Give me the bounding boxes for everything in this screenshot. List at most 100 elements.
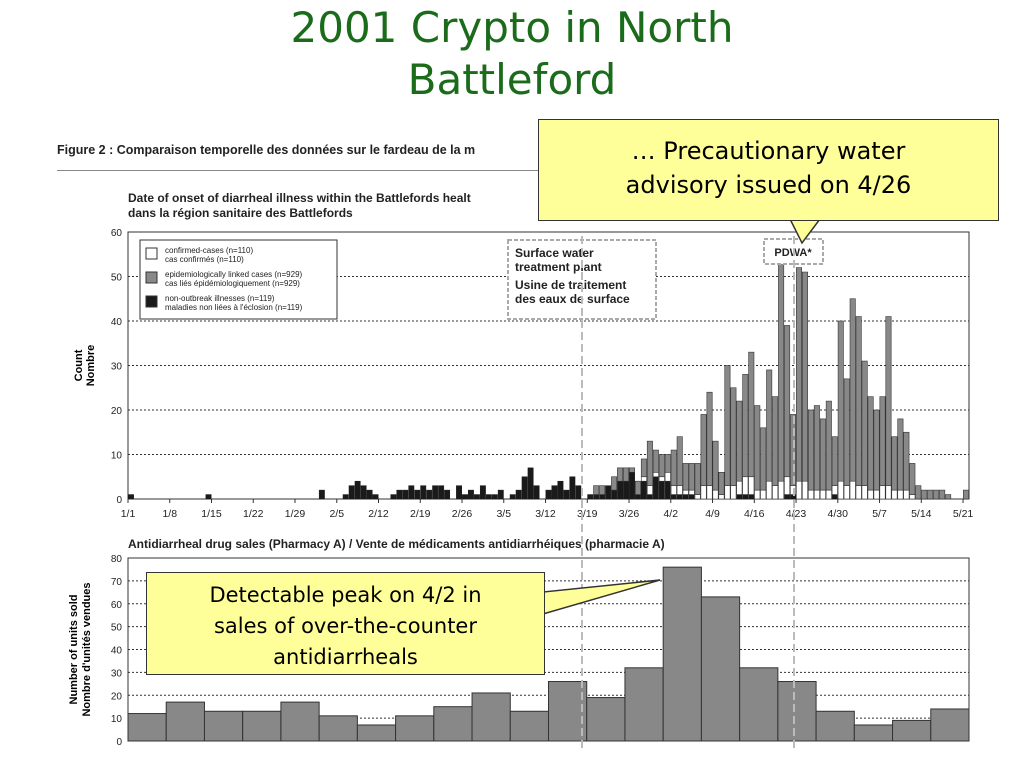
top-x-tick-label: 5/7 [872,508,887,520]
onset-bar-nonoutbreak [444,489,451,500]
slide-title-line2: Battleford [407,55,617,104]
top-y-label-line2: Nombre [85,345,97,387]
onset-bar-linked [915,485,922,500]
onset-bar-nonoutbreak [360,485,367,500]
bottom-y-tick-label: 0 [116,737,122,748]
bottom-y-tick-label: 20 [111,691,123,702]
sales-peak-callout-line3: antidiarrheals [273,645,418,669]
onset-bar-nonoutbreak [491,494,498,500]
top-y-axis-label: Count Nombre [73,345,97,387]
onset-bar-linked [909,463,916,495]
onset-bar-linked [712,440,719,491]
onset-bar-linked [945,494,952,500]
top-x-tick-label: 5/21 [953,508,974,520]
bottom-callout-pointer [542,579,661,615]
onset-bar-linked [927,489,934,500]
onset-bar-linked [736,400,743,482]
surface-water-text: des eaux de surface [515,292,630,306]
top-x-tick-label: 2/19 [410,508,431,520]
onset-bar-nonoutbreak [485,494,492,500]
onset-bar-linked [640,458,647,478]
onset-bar-nonoutbreak [497,489,504,500]
onset-bar-nonoutbreak [479,485,486,500]
onset-bar-nonoutbreak [515,489,522,500]
top-x-tick-label: 2/5 [329,508,344,520]
onset-bar-linked [891,436,898,491]
top-y-tick-label: 60 [111,228,123,239]
onset-bar-nonoutbreak [342,494,349,500]
advisory-callout: … Precautionary water advisory issued on… [538,119,999,221]
slide-title-line1: 2001 Crypto in North [290,3,734,52]
onset-bar-linked [867,396,874,491]
bottom-y-tick-label: 40 [111,646,123,657]
bottom-y-tick-label: 10 [111,714,123,725]
onset-bar-linked [861,360,868,486]
onset-bar-nonoutbreak [390,494,397,500]
onset-bar-nonoutbreak [569,476,576,500]
sales-peak-callout-line2: sales of over-the-counter [213,614,477,638]
onset-bar-nonoutbreak [563,489,570,500]
advisory-callout-line1: … Precautionary water [631,137,906,165]
sales-bar [624,667,664,742]
onset-bar-linked [879,396,886,486]
top-x-tick-label: 2/12 [368,508,389,520]
onset-bar-linked [652,449,659,473]
onset-bar-nonoutbreak [372,494,379,500]
top-x-tick-label: 3/12 [535,508,556,520]
onset-bar-linked [784,325,791,478]
top-x-tick-label: 4/23 [786,508,807,520]
event-lines [581,236,795,752]
top-x-tick-label: 1/29 [285,508,306,520]
top-x-tick-label: 1/1 [121,508,136,520]
sales-bar [662,566,702,742]
onset-bar-nonoutbreak [509,494,516,500]
onset-bar-linked [831,436,838,486]
onset-bar-linked [963,489,969,500]
onset-bar-nonoutbreak [473,494,480,500]
onset-bar-linked [766,369,773,482]
top-legend: confirmed-cases (n=110)cas confirmés (n=… [139,239,338,320]
onset-bar-linked [664,454,671,473]
sales-bar [777,681,817,742]
legend-entry-fr: maladies non liées à l'éclosion (n=119) [165,303,303,312]
onset-bar-nonoutbreak [318,489,325,500]
onset-bar-nonoutbreak [432,485,439,500]
top-x-tick-label: 5/14 [911,508,932,520]
top-y-tick-label: 10 [111,451,123,462]
top-x-tick-label: 3/26 [619,508,640,520]
bottom-y-tick-label: 70 [111,577,123,588]
top-x-tick-label: 4/2 [663,508,678,520]
onset-bar-nonoutbreak [426,489,433,500]
onset-bar-nonoutbreak [348,485,355,500]
onset-bar-nonoutbreak [527,467,534,500]
top-x-tick-label: 1/8 [162,508,177,520]
onset-bar-linked [760,427,767,491]
onset-bar-linked [700,414,707,486]
onset-bar-linked [593,485,600,495]
onset-bar-nonoutbreak [462,494,468,500]
sales-bar [930,708,970,742]
legend-entry-fr: cas confirmés (n=110) [165,255,244,264]
sales-bar [203,710,244,742]
legend-entry-fr: cas liés épidémiologiquement (n=929) [165,279,300,288]
onset-bar-linked [658,454,665,478]
top-chart-title: Date of onset of diarrheal illness withi… [128,191,471,221]
onset-bar-linked [897,418,904,491]
onset-bar-nonoutbreak [456,485,462,500]
onset-bar-linked [837,320,844,482]
top-x-tick-label: 1/15 [201,508,222,520]
onset-bar-linked [813,405,820,491]
sales-bar [509,710,550,742]
top-y-tick-label: 0 [116,495,122,506]
top-x-tick-label: 4/16 [744,508,765,520]
onset-bar-linked [646,440,653,486]
bottom-y-label-line2: Nombre d'unités vendues [81,582,93,716]
onset-bar-linked [921,489,928,500]
legend-swatch [145,295,158,308]
onset-bar-nonoutbreak [468,489,474,500]
bottom-chart-title: Antidiarrheal drug sales (Pharmacy A) / … [128,537,665,551]
onset-bar-linked [611,476,618,491]
onset-bar-nonoutbreak [438,485,445,500]
onset-bar-linked [885,316,892,486]
onset-bar-linked [819,418,826,491]
